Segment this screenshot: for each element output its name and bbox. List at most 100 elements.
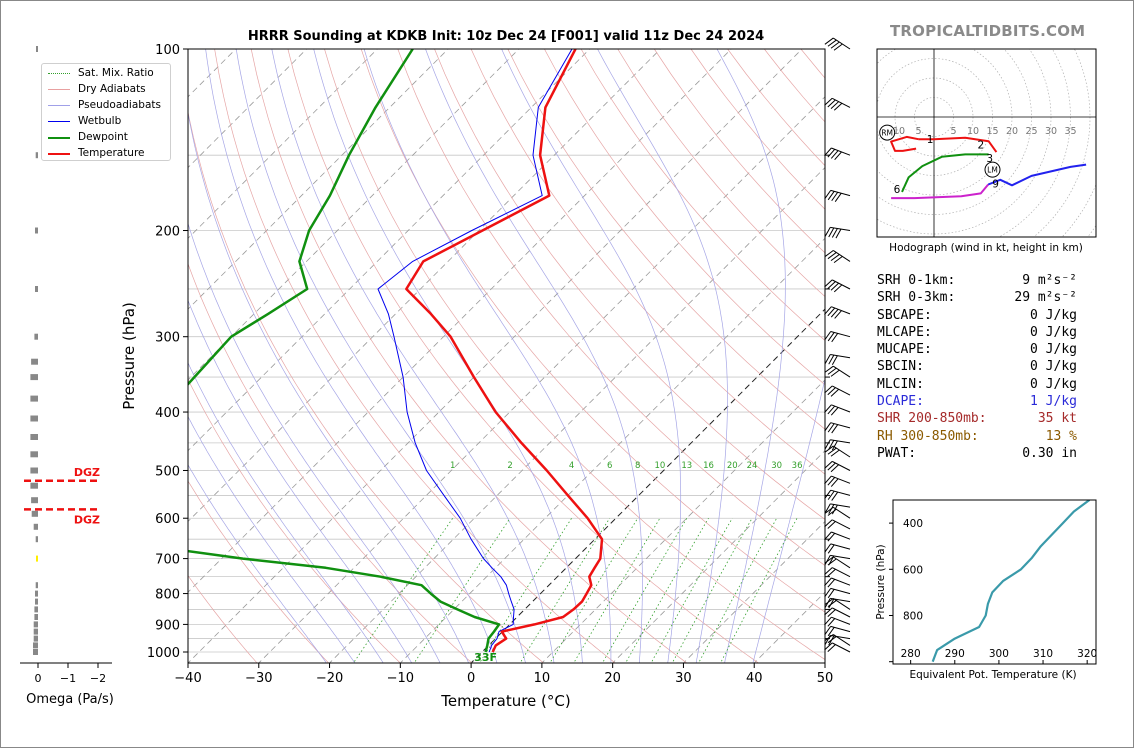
- barb-flag: [827, 423, 835, 433]
- barb-flag: [824, 577, 832, 587]
- stat-row-srh-0-1km: SRH 0-1km: 9 m²s⁻²: [877, 272, 1107, 289]
- legend-swatch: [48, 137, 70, 139]
- legend-swatch: [48, 153, 70, 155]
- barb-flag: [827, 387, 836, 396]
- legend-label: Temperature: [78, 147, 145, 159]
- stat-value: 9 m²s⁻²: [1022, 273, 1077, 288]
- barb-flag: [824, 598, 834, 606]
- barb-flag: [833, 43, 843, 51]
- barb-flag: [824, 422, 832, 432]
- zero-isotherm: [470, 308, 825, 663]
- y-tick-label: 800: [155, 588, 180, 603]
- omega-tick-label: −2: [90, 672, 106, 685]
- barb-flag: [824, 489, 832, 499]
- barb-flag: [830, 388, 840, 397]
- barb-flag: [828, 598, 835, 609]
- barb-flag: [831, 191, 839, 202]
- omega-bar: [31, 497, 38, 504]
- omega-bar: [30, 415, 38, 422]
- barb-flag: [824, 365, 834, 373]
- barb-shaft: [831, 577, 851, 586]
- mixing-ratio-label: 4: [569, 461, 574, 471]
- barb-flag: [824, 354, 831, 364]
- theta-e-x-tick-label: 310: [1033, 648, 1053, 660]
- barb-flag: [824, 642, 833, 651]
- mixing-ratio-line: [601, 517, 688, 663]
- mixing-ratio-label: 36: [792, 461, 803, 471]
- stat-row-srh-0-3km: SRH 0-3km: 29 m²s⁻²: [877, 289, 1107, 306]
- wind-barb: [824, 385, 851, 397]
- wind-barb: [824, 439, 851, 451]
- barb-flag: [827, 490, 835, 500]
- stat-value: 0 J/kg: [1030, 342, 1077, 358]
- barb-flag: [833, 102, 843, 111]
- barb-flag: [827, 644, 836, 652]
- stat-key: SBCIN:: [877, 359, 924, 375]
- omega-bar: [36, 46, 38, 52]
- isotherm-line: [328, 166, 825, 663]
- wind-barb: [824, 519, 851, 530]
- mixing-ratio-label: 20: [727, 461, 738, 471]
- hodograph-segment: [918, 136, 998, 153]
- hodograph-ring-label: 15: [986, 126, 998, 137]
- barb-flag: [827, 636, 837, 644]
- legend-label: Wetbulb: [78, 115, 122, 127]
- theta-e-x-tick-label: 320: [1077, 648, 1097, 660]
- hodograph-height-label: 3: [986, 153, 993, 165]
- pseudoadiabat: [597, 49, 728, 663]
- mixing-ratio-label: 10: [655, 461, 666, 471]
- barb-flag: [824, 588, 832, 598]
- barb-flag: [827, 568, 836, 577]
- y-tick-label: 100: [155, 43, 180, 58]
- barb-flag: [824, 250, 834, 258]
- dry-adiabat: [324, 49, 825, 660]
- barb-flag: [824, 147, 832, 157]
- chart-title: HRRR Sounding at KDKB Init: 10z Dec 24 […: [248, 29, 764, 44]
- x-tick-label: 30: [675, 671, 692, 686]
- barb-flag: [824, 331, 832, 341]
- dry-adiabat: [188, 480, 330, 663]
- theta-e-line: [931, 500, 1091, 663]
- dry-adiabat: [188, 378, 401, 663]
- barb-flag: [824, 190, 832, 200]
- pseudoadiabat: [271, 49, 555, 663]
- stat-row-shr: SHR 200-850mb: 35 kt: [877, 410, 1107, 427]
- omega-bar: [31, 510, 38, 517]
- x-tick-label: −30: [245, 671, 272, 686]
- dry-adiabat: [188, 575, 258, 663]
- legend-label: Pseudoadiabats: [78, 99, 161, 111]
- stat-value: 0 J/kg: [1030, 359, 1077, 375]
- barb-flag: [824, 556, 834, 564]
- barb-flag: [824, 607, 833, 616]
- omega-bar: [33, 635, 38, 642]
- omega-tick-label: −1: [60, 672, 76, 685]
- hodograph-segment: [890, 135, 919, 152]
- barb-flag: [824, 279, 833, 288]
- mixing-ratio-line: [625, 517, 709, 663]
- barb-flag: [827, 99, 836, 108]
- barb-flag: [824, 567, 833, 576]
- barb-flag: [831, 228, 838, 238]
- hodograph-height-label: 6: [894, 184, 901, 196]
- mixing-ratio-label: 24: [747, 461, 758, 471]
- pseudoadiabat: [716, 49, 786, 663]
- mixing-ratio-line: [650, 518, 733, 663]
- omega-bar: [30, 482, 38, 489]
- hodograph-height-label: 1: [927, 134, 934, 146]
- wind-barb: [824, 445, 851, 458]
- x-tick-label: 10: [534, 671, 551, 686]
- barb-flag: [831, 504, 838, 515]
- wind-barb: [824, 634, 851, 646]
- theta-e-xlabel: Equivalent Pot. Temperature (K): [909, 669, 1076, 681]
- barb-flag: [827, 307, 836, 317]
- wind-barb: [824, 607, 851, 618]
- hodograph-ring-label: 25: [1025, 126, 1037, 137]
- stat-key: SHR 200-850mb:: [877, 411, 987, 427]
- dry-adiabat: [434, 49, 825, 520]
- lm-marker: [984, 161, 1001, 178]
- legend-swatch: [48, 121, 70, 122]
- isotherm-line: [682, 520, 825, 663]
- legend-swatch: [48, 89, 70, 90]
- stat-key: SRH 0-3km:: [877, 290, 956, 306]
- skewt-ticks: −40 −30 −20 −10 0 10 20 30 40 50 100 200 300 400 500 60…: [147, 43, 833, 686]
